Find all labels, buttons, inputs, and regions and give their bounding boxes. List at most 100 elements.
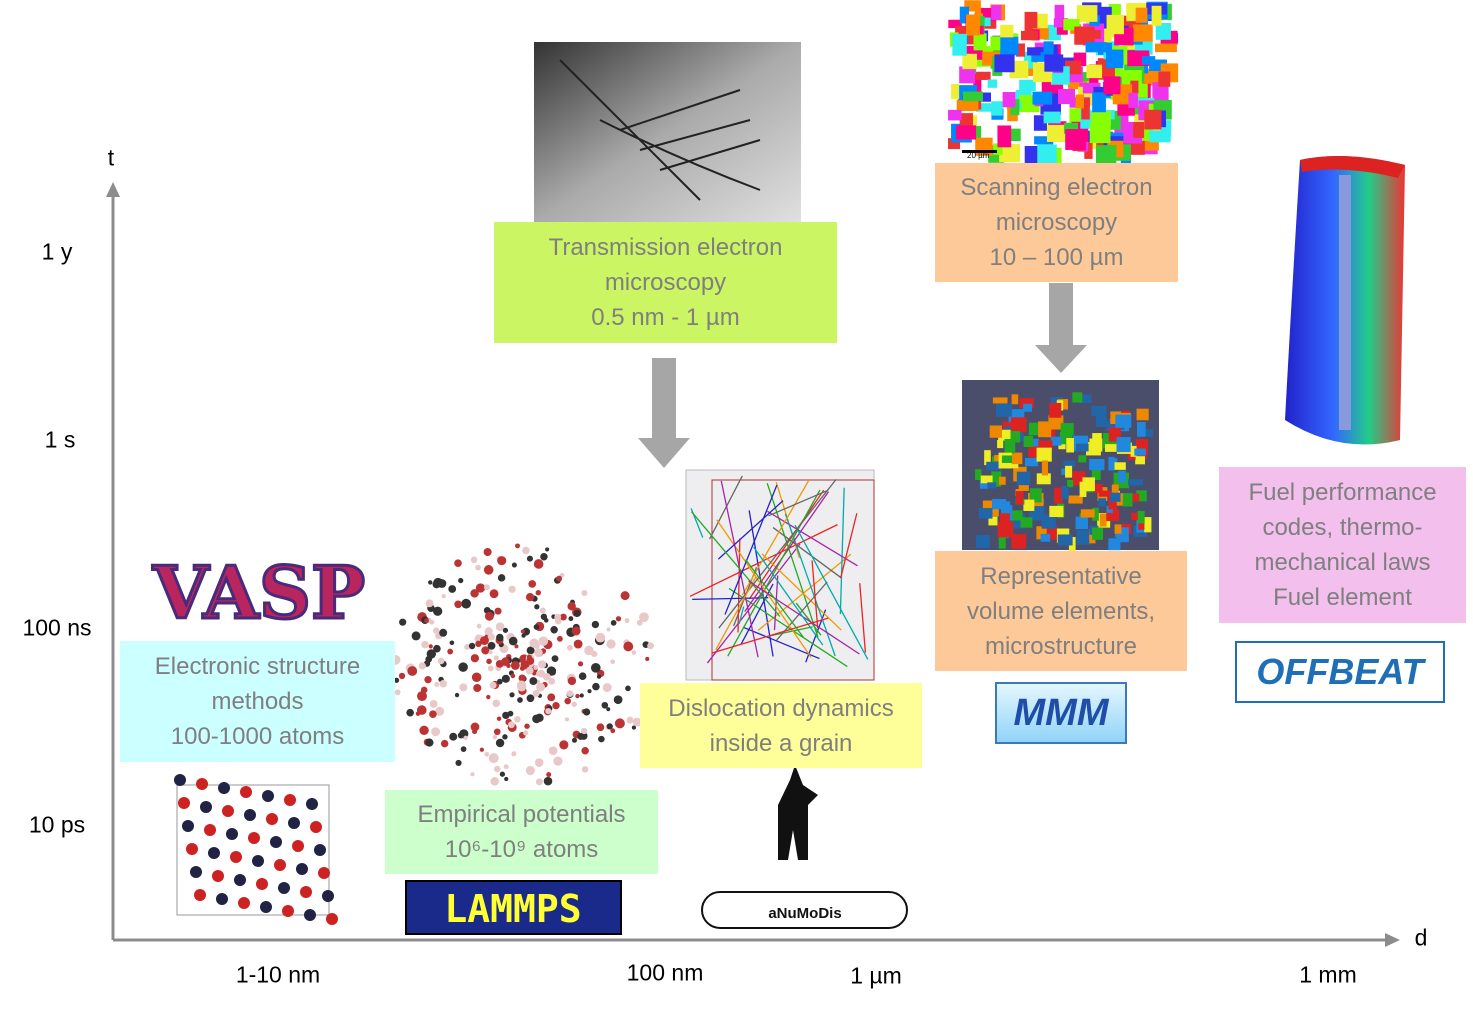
grain [1046, 124, 1069, 142]
atom [492, 734, 498, 740]
box-line: methods [211, 688, 304, 715]
grain [948, 19, 962, 29]
grain [951, 83, 960, 100]
grain [1106, 14, 1124, 35]
scale-bar [962, 150, 997, 153]
grain [1068, 495, 1083, 504]
atom [471, 672, 482, 683]
box-line: Transmission electron [548, 234, 783, 261]
grain [993, 143, 1003, 155]
grain [962, 91, 984, 102]
atom [487, 665, 494, 672]
grain [998, 429, 1011, 441]
atom [424, 618, 429, 624]
atom [416, 705, 427, 715]
sem-box: Scanning electron microscopy 10 – 100 µm [935, 163, 1178, 282]
atom [515, 543, 520, 549]
atom [454, 600, 462, 609]
atom [428, 644, 433, 649]
atom [552, 702, 560, 710]
dislocation-box: Dislocation dynamics inside a grain [640, 683, 922, 768]
atom [486, 694, 491, 700]
atom [417, 691, 427, 702]
grain [999, 144, 1021, 163]
grain [998, 534, 1006, 549]
grain [1023, 403, 1032, 412]
atom [525, 766, 535, 776]
grain [1049, 402, 1062, 418]
atom [495, 622, 505, 632]
atom [419, 725, 429, 735]
grain [1024, 457, 1039, 467]
grain [959, 66, 976, 84]
atom [567, 676, 577, 686]
atom [542, 672, 551, 681]
grain [1091, 111, 1111, 125]
grain [1016, 471, 1031, 486]
dislocation [768, 489, 829, 517]
atom [433, 644, 441, 653]
atom [441, 594, 446, 599]
atom [252, 855, 264, 867]
atom [495, 738, 505, 748]
dislocation [709, 475, 743, 540]
atom [483, 565, 494, 575]
atom [550, 625, 558, 634]
grain [964, 0, 981, 12]
atom [508, 585, 516, 593]
atom [234, 874, 246, 886]
y-axis-label: t [107, 144, 115, 171]
scale-bar-label: 20 µm [967, 151, 990, 160]
grain [1082, 85, 1097, 94]
grain [1075, 516, 1089, 530]
grain [1081, 98, 1090, 120]
dislocation [692, 597, 769, 600]
atom [274, 859, 286, 871]
lammps-logo: LAMMPS [444, 887, 581, 931]
atom [525, 666, 534, 675]
y-arrow [106, 182, 120, 197]
grain [1001, 505, 1013, 521]
atom [433, 577, 443, 588]
lammps-frame [405, 880, 622, 935]
atom [532, 714, 541, 724]
grain [1027, 47, 1041, 56]
grain [1019, 79, 1036, 92]
grain [1074, 26, 1095, 45]
grain [1133, 122, 1145, 138]
atom [532, 689, 540, 697]
atom [489, 681, 497, 689]
y-tick-label: 100 ns [22, 614, 92, 641]
grain [1108, 538, 1121, 551]
box-line: inside a grain [709, 729, 853, 757]
atom [182, 820, 194, 832]
atom [538, 660, 547, 669]
atom [632, 717, 642, 727]
grain [1028, 422, 1041, 436]
atom [262, 790, 274, 802]
atom [504, 776, 509, 782]
atom [551, 655, 559, 663]
atom [610, 728, 616, 734]
atom [196, 778, 208, 790]
x-tick-label: 1 mm [1299, 961, 1357, 988]
dislocation [794, 524, 869, 660]
atom [475, 640, 482, 648]
grain [1128, 92, 1138, 108]
box-line: volume elements, [966, 597, 1156, 625]
grain [1141, 56, 1156, 65]
atom [497, 574, 506, 582]
atom [571, 626, 581, 636]
grain [992, 499, 1007, 510]
vasp-logo: VASP [152, 550, 365, 635]
atom [577, 661, 584, 667]
mmm-logo: MMM [1013, 691, 1109, 734]
atom [470, 556, 478, 564]
grain [1076, 530, 1091, 545]
atom [509, 692, 515, 698]
atom [481, 646, 490, 655]
atom [499, 771, 506, 777]
atom [174, 774, 186, 786]
grain [1063, 18, 1080, 31]
y-tick-label: 1 s [44, 426, 76, 453]
